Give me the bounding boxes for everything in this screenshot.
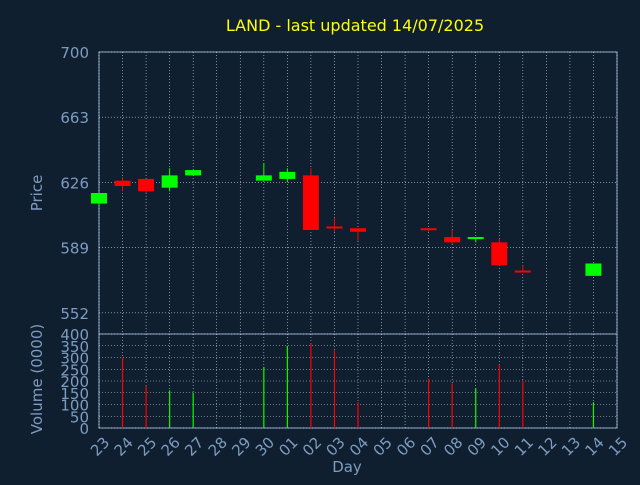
x-tick-label: 01 — [275, 434, 301, 460]
price-tick-label: 552 — [60, 305, 89, 323]
candle-body — [444, 237, 461, 243]
x-tick-label: 13 — [558, 434, 584, 460]
volume-axis-label: Volume (0000) — [28, 324, 46, 434]
candle-body — [326, 226, 343, 229]
candle-11 — [514, 265, 531, 273]
candle-04 — [350, 228, 366, 241]
x-tick-label: 27 — [181, 434, 207, 460]
volume-tick-label: 0 — [79, 420, 89, 438]
candle-body — [138, 178, 155, 192]
candle-body — [255, 175, 272, 181]
price-tick-label: 589 — [60, 240, 89, 258]
candle-14 — [585, 263, 602, 276]
candle-07 — [420, 228, 437, 232]
candle-body — [514, 270, 531, 273]
candle-30 — [255, 163, 272, 181]
candle-25 — [138, 178, 155, 193]
volume-tick-label: 250 — [60, 361, 89, 379]
x-tick-label: 28 — [205, 434, 231, 460]
candle-body — [302, 175, 319, 231]
x-tick-label: 09 — [464, 434, 490, 460]
x-tick-label: 29 — [228, 434, 254, 460]
x-tick-label: 24 — [111, 434, 137, 460]
x-tick-label: 05 — [370, 434, 396, 460]
candle-27 — [185, 170, 202, 176]
volume-tick-label: 100 — [60, 397, 89, 415]
price-axis-label: Price — [28, 175, 46, 212]
volume-tick-label: 50 — [70, 408, 89, 426]
candle-23 — [91, 193, 107, 206]
x-tick-label: 15 — [605, 434, 631, 460]
x-tick-label: 10 — [487, 434, 513, 460]
candle-body — [491, 242, 508, 266]
candle-01 — [279, 168, 296, 183]
x-tick-label: 26 — [158, 434, 184, 460]
x-tick-label: 07 — [417, 434, 443, 460]
chart-title: LAND - last updated 14/07/2025 — [226, 16, 484, 35]
x-tick-label: 04 — [346, 434, 372, 460]
candle-08 — [444, 230, 461, 245]
price-tick-label: 626 — [60, 174, 89, 192]
x-tick-label: 11 — [511, 434, 537, 460]
candle-body — [161, 175, 178, 188]
x-axis-label: Day — [332, 458, 362, 476]
volume-tick-label: 200 — [60, 373, 89, 391]
volume-tick-label: 400 — [60, 326, 89, 344]
price-tick-label: 700 — [60, 44, 89, 62]
x-tick-label: 30 — [252, 434, 278, 460]
candle-03 — [326, 217, 343, 232]
x-tick-label: 03 — [322, 434, 348, 460]
candle-02 — [302, 168, 319, 231]
x-tick-label: 06 — [393, 434, 419, 460]
candle-body — [185, 170, 202, 176]
price-panel: 552 589 626 663 700 — [60, 44, 618, 335]
candle-body — [420, 228, 437, 231]
volume-tick-label: 300 — [60, 350, 89, 368]
x-tick-label: 12 — [534, 434, 560, 460]
x-tick-label: 14 — [581, 434, 607, 460]
x-tick-labels: 2324252627282930010203040506070809101112… — [87, 434, 631, 460]
x-tick-label: 23 — [87, 434, 113, 460]
price-tick-label: 663 — [60, 109, 89, 127]
candle-body — [114, 180, 131, 186]
candle-10 — [491, 238, 508, 266]
volume-tick-label: 350 — [60, 338, 89, 356]
x-tick-label: 02 — [299, 434, 325, 460]
x-tick-label: 08 — [440, 434, 466, 460]
candle-09 — [467, 237, 484, 243]
candle-body — [585, 263, 602, 276]
candle-24 — [114, 177, 131, 192]
candle-body — [467, 237, 484, 240]
x-tick-label: 25 — [134, 434, 160, 460]
candle-body — [91, 193, 107, 204]
candle-body — [350, 228, 366, 232]
candle-26 — [161, 168, 178, 192]
volume-tick-label: 150 — [60, 385, 89, 403]
candle-body — [279, 171, 296, 179]
